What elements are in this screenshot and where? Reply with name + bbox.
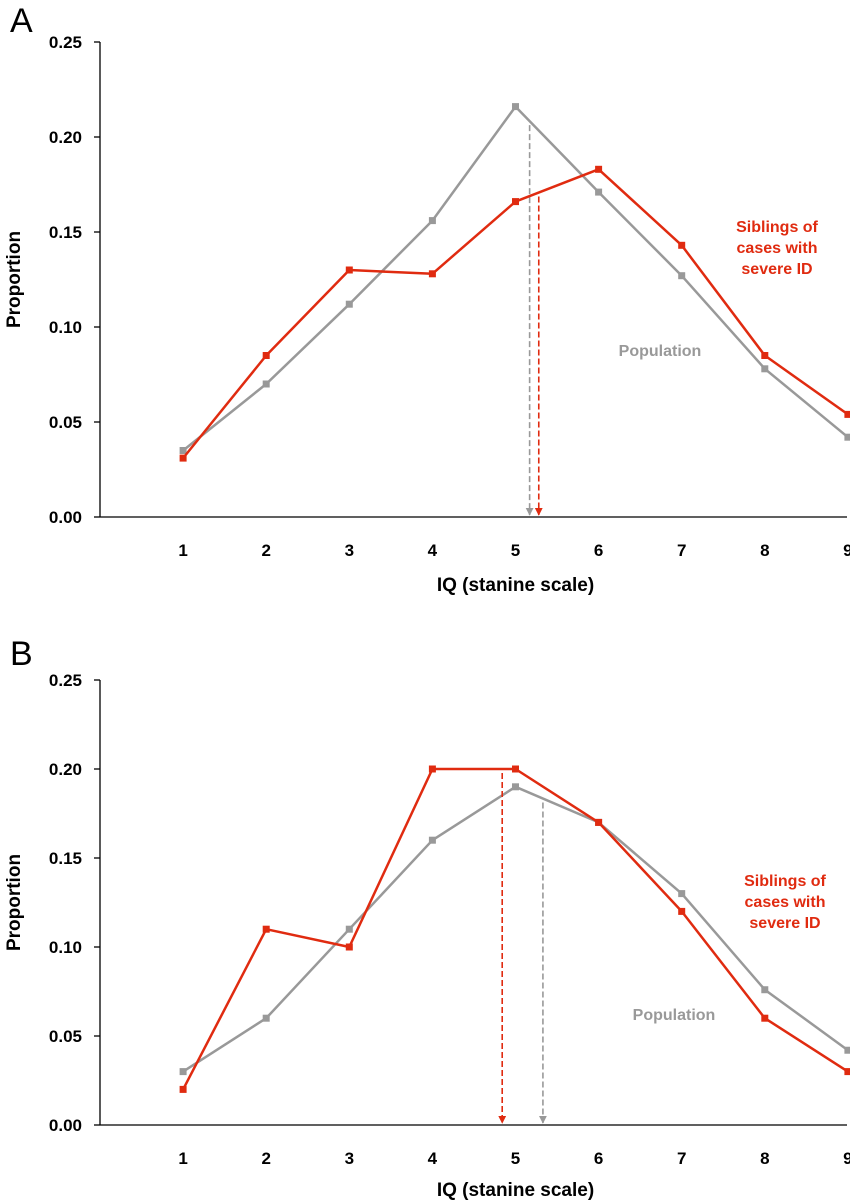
data-point [428, 836, 436, 844]
data-point [179, 1085, 187, 1093]
panel-letter: A [10, 2, 33, 40]
series-population: Population [179, 103, 850, 516]
y-tick-label: 0.00 [49, 1116, 82, 1135]
data-point [428, 765, 436, 773]
x-tick-label: 1 [178, 541, 187, 560]
y-tick-label: 0.10 [49, 938, 82, 957]
x-tick-label: 6 [594, 1149, 603, 1168]
data-point [844, 1068, 850, 1076]
x-tick-label: 3 [345, 1149, 354, 1168]
data-point [595, 188, 603, 196]
x-axis-title: IQ (stanine scale) [437, 1180, 594, 1200]
series-label-line: Population [619, 343, 702, 360]
y-axis-title: Proportion [4, 231, 25, 328]
y-tick-label: 0.10 [49, 318, 82, 337]
panel-letter: B [10, 635, 33, 673]
x-tick-label: 1 [178, 1149, 187, 1168]
series-line [181, 767, 849, 1090]
x-tick-label: 6 [594, 541, 603, 560]
series-population: Population [179, 783, 850, 1124]
series-label: Siblings of cases with severe ID [744, 873, 826, 932]
series-label-line: severe ID [749, 915, 820, 932]
data-point [512, 783, 519, 791]
data-point [345, 943, 353, 951]
x-tick-label: 8 [760, 1149, 769, 1168]
data-point [512, 198, 519, 206]
x-tick-label: 2 [261, 1149, 270, 1168]
y-tick-label: 0.00 [49, 508, 82, 527]
data-point [844, 433, 850, 441]
y-tick-label: 0.05 [49, 1027, 82, 1046]
series-label: Population [619, 343, 702, 360]
data-point [512, 765, 519, 773]
data-point [678, 272, 686, 280]
data-point [262, 380, 270, 388]
data-point [595, 818, 603, 826]
data-point [345, 266, 353, 274]
y-tick-label: 0.20 [49, 128, 82, 147]
series-line [182, 785, 849, 1073]
series-label-line: Siblings of [744, 873, 826, 890]
data-point [262, 925, 270, 933]
x-tick-label: 8 [760, 541, 769, 560]
series-siblings: Siblings of cases with severe ID [179, 165, 850, 516]
y-tick-label: 0.25 [49, 671, 82, 690]
data-point [844, 410, 850, 418]
data-point [844, 1046, 850, 1054]
data-point [428, 270, 436, 278]
data-point [761, 352, 769, 359]
series-line [182, 105, 849, 452]
data-point [179, 454, 187, 462]
data-point [262, 352, 270, 359]
series-siblings: Siblings of cases with severe ID [179, 765, 850, 1124]
series-label: Siblings of cases with severe ID [736, 219, 818, 278]
x-tick-label: 5 [511, 541, 520, 560]
series-label-line: Siblings of [736, 219, 818, 236]
data-point [678, 890, 686, 898]
x-axis-title: IQ (stanine scale) [437, 575, 594, 596]
data-point [345, 925, 353, 933]
y-tick-label: 0.15 [49, 849, 82, 868]
y-tick-label: 0.25 [49, 33, 82, 52]
data-point [678, 907, 686, 915]
data-point [761, 1014, 769, 1022]
y-tick-label: 0.20 [49, 760, 82, 779]
x-tick-label: 9 [843, 1149, 850, 1168]
data-point [428, 217, 436, 225]
series-line [182, 168, 849, 459]
data-point [512, 103, 519, 111]
series-label-line: cases with [745, 894, 826, 911]
data-point [345, 300, 353, 308]
data-point [678, 241, 686, 249]
y-tick-label: 0.05 [49, 413, 82, 432]
x-tick-label: 7 [677, 541, 686, 560]
x-tick-label: 4 [428, 1149, 438, 1168]
series-label-line: severe ID [741, 261, 812, 278]
data-point [179, 447, 187, 454]
y-tick-label: 0.15 [49, 223, 82, 242]
x-tick-label: 7 [677, 1149, 686, 1168]
series-label-line: cases with [737, 240, 818, 257]
panel-b: B 0.00 0.05 0.10 0.15 0.20 0.25 1 2 3 4 5 6 7 8 9 IQ (st… [4, 635, 850, 1200]
data-point [595, 165, 603, 173]
x-tick-label: 9 [843, 541, 850, 560]
data-point [761, 365, 769, 373]
data-point [179, 1068, 187, 1076]
x-tick-label: 2 [261, 541, 270, 560]
x-tick-label: 4 [428, 541, 438, 560]
x-tick-label: 3 [345, 541, 354, 560]
series-label-line: Population [633, 1007, 716, 1024]
x-tick-label: 5 [511, 1149, 520, 1168]
data-point [761, 986, 769, 994]
data-point [262, 1014, 270, 1022]
y-axis-title: Proportion [4, 854, 25, 951]
panel-a: A 0.00 0.05 0.10 0.15 0.20 0.25 1 2 3 4 5 6 7 8 9 IQ (st… [4, 2, 850, 596]
series-label: Population [633, 1007, 716, 1024]
